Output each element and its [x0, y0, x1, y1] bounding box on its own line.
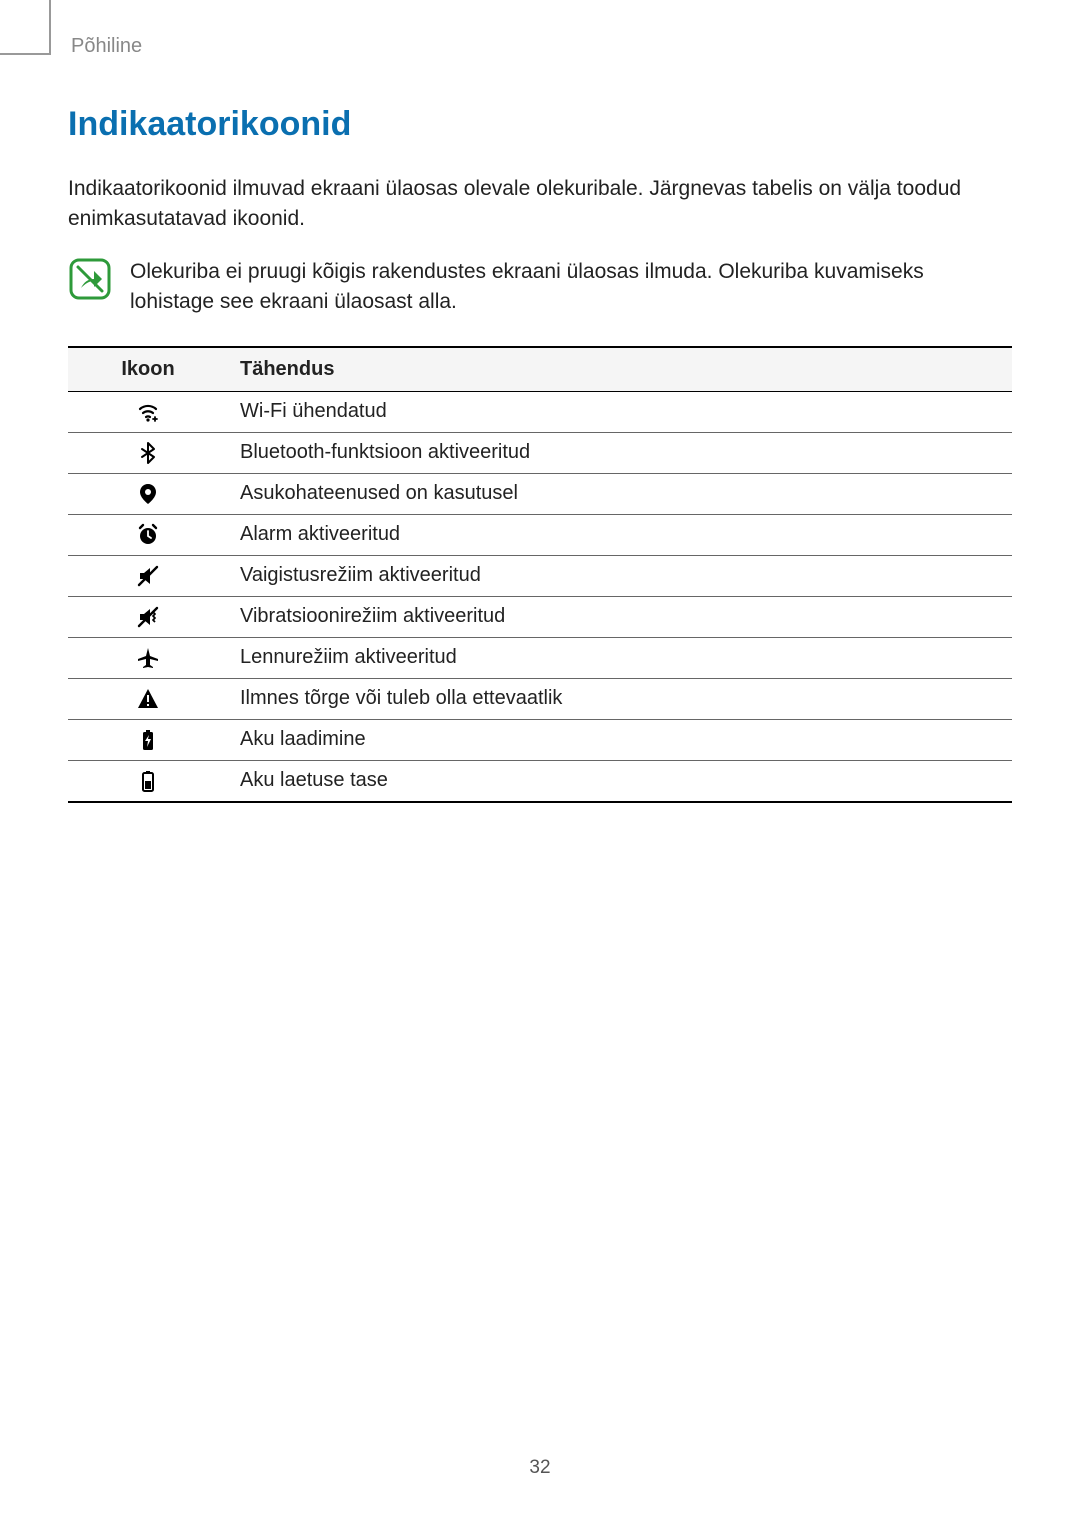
table-row: Wi-Fi ühendatud	[68, 391, 1012, 432]
table-row: Bluetooth-funktsioon aktiveeritud	[68, 432, 1012, 473]
warning-icon	[68, 678, 228, 719]
header-rule-vertical	[49, 0, 51, 54]
table-cell-meaning: Vaigistusrežiim aktiveeritud	[228, 555, 1012, 596]
table-cell-meaning: Aku laetuse tase	[228, 760, 1012, 802]
table-cell-meaning: Vibratsioonirežiim aktiveeritud	[228, 596, 1012, 637]
table-header-icon: Ikoon	[68, 347, 228, 392]
breadcrumb: Põhiline	[71, 35, 142, 58]
table-cell-meaning: Asukohateenused on kasutusel	[228, 473, 1012, 514]
airplane-icon	[68, 637, 228, 678]
header-rule-horizontal	[0, 53, 51, 55]
table-header-row: Ikoon Tähendus	[68, 347, 1012, 392]
table-cell-meaning: Ilmnes tõrge või tuleb olla ettevaatlik	[228, 678, 1012, 719]
intro-paragraph: Indikaatorikoonid ilmuvad ekraani ülaosa…	[68, 174, 1012, 235]
table-row: Vibratsioonirežiim aktiveeritud	[68, 596, 1012, 637]
table-row: Ilmnes tõrge või tuleb olla ettevaatlik	[68, 678, 1012, 719]
mute-icon	[68, 555, 228, 596]
table-row: Lennurežiim aktiveeritud	[68, 637, 1012, 678]
page-number: 32	[0, 1457, 1080, 1479]
note-icon	[68, 257, 112, 301]
bluetooth-icon	[68, 432, 228, 473]
table-header-meaning: Tähendus	[228, 347, 1012, 392]
note-callout: Olekuriba ei pruugi kõigis rakendustes e…	[68, 257, 1012, 318]
battery-icon	[68, 760, 228, 802]
table-row: Alarm aktiveeritud	[68, 514, 1012, 555]
table-cell-meaning: Bluetooth-funktsioon aktiveeritud	[228, 432, 1012, 473]
section-heading: Indikaatorikoonid	[68, 105, 1012, 144]
alarm-icon	[68, 514, 228, 555]
charging-icon	[68, 719, 228, 760]
table-row: Vaigistusrežiim aktiveeritud	[68, 555, 1012, 596]
wifi-icon	[68, 391, 228, 432]
table-row: Asukohateenused on kasutusel	[68, 473, 1012, 514]
location-icon	[68, 473, 228, 514]
indicator-icons-table: Ikoon Tähendus Wi-Fi ühendatudBluetooth-…	[68, 346, 1012, 803]
vibrate-icon	[68, 596, 228, 637]
table-row: Aku laadimine	[68, 719, 1012, 760]
table-cell-meaning: Alarm aktiveeritud	[228, 514, 1012, 555]
table-cell-meaning: Lennurežiim aktiveeritud	[228, 637, 1012, 678]
table-cell-meaning: Aku laadimine	[228, 719, 1012, 760]
table-cell-meaning: Wi-Fi ühendatud	[228, 391, 1012, 432]
note-text: Olekuriba ei pruugi kõigis rakendustes e…	[130, 257, 1012, 318]
table-row: Aku laetuse tase	[68, 760, 1012, 802]
